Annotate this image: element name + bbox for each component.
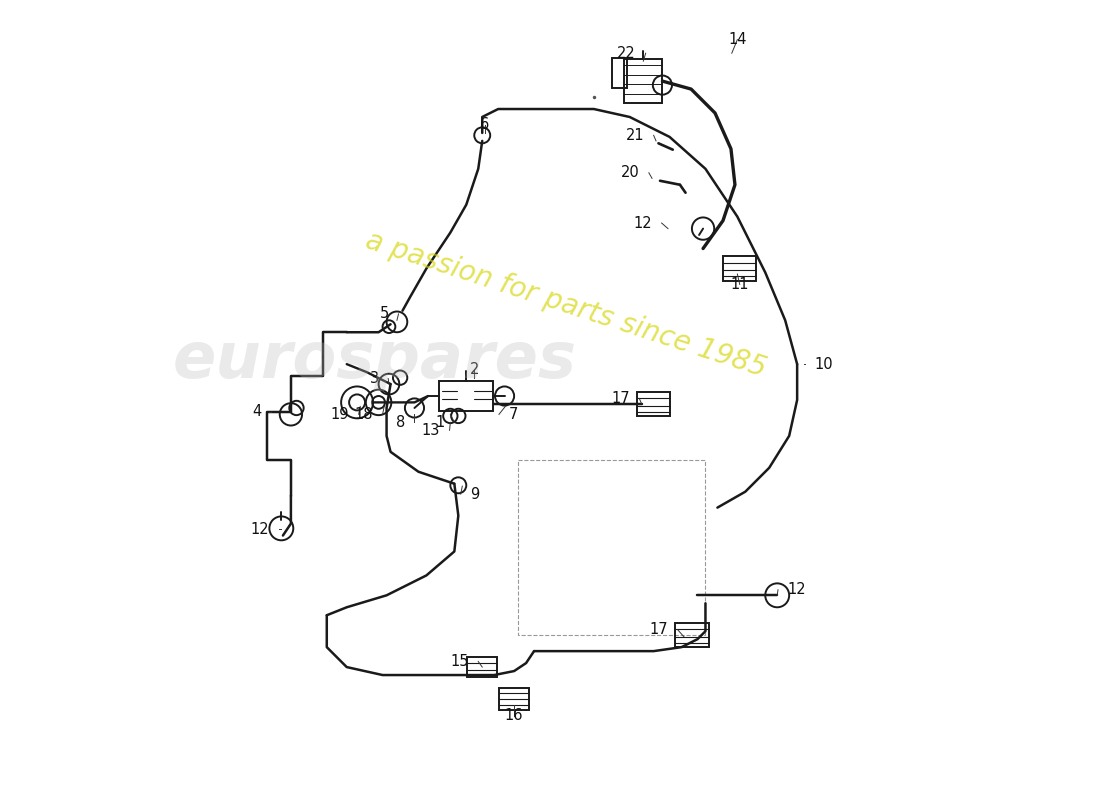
Text: 17: 17: [649, 622, 668, 637]
Text: 9: 9: [471, 486, 480, 502]
Text: 16: 16: [505, 708, 524, 723]
Text: 17: 17: [612, 391, 629, 406]
Text: 15: 15: [450, 654, 469, 669]
Bar: [439, 381, 494, 411]
Text: 14: 14: [728, 32, 747, 47]
Text: 13: 13: [421, 422, 440, 438]
Text: 10: 10: [815, 357, 834, 372]
Text: 12: 12: [251, 522, 270, 537]
Text: 18: 18: [354, 407, 373, 422]
Bar: [613, 58, 627, 88]
Text: 6: 6: [480, 118, 490, 133]
Bar: [637, 392, 670, 416]
Text: 4: 4: [252, 405, 262, 419]
Text: 1: 1: [436, 415, 444, 430]
Text: 22: 22: [617, 46, 636, 61]
Text: eurospares: eurospares: [173, 329, 576, 391]
Text: 5: 5: [379, 306, 389, 322]
Text: 8: 8: [396, 415, 405, 430]
Text: a passion for parts since 1985: a passion for parts since 1985: [362, 226, 770, 382]
Bar: [468, 657, 497, 677]
Bar: [675, 623, 708, 647]
Text: 3: 3: [370, 371, 378, 386]
Text: 11: 11: [730, 277, 749, 292]
Text: 19: 19: [331, 407, 349, 422]
Bar: [624, 59, 662, 103]
Text: 21: 21: [626, 128, 645, 143]
Bar: [723, 256, 757, 282]
Text: 12: 12: [788, 582, 806, 598]
Bar: [499, 688, 529, 710]
Bar: [518, 460, 705, 635]
Text: 2: 2: [470, 362, 478, 378]
Text: 7: 7: [508, 407, 518, 422]
Text: 20: 20: [620, 166, 639, 180]
Text: 12: 12: [634, 215, 652, 230]
